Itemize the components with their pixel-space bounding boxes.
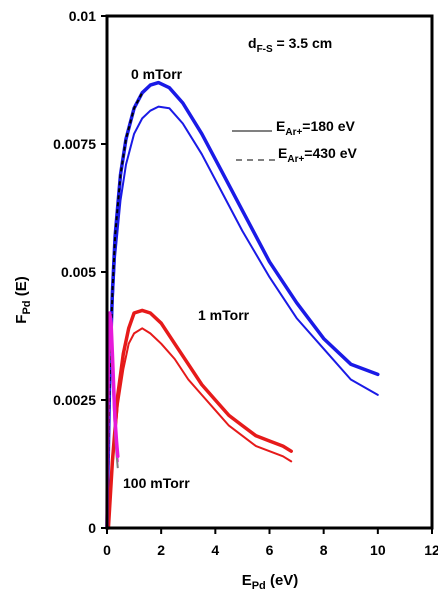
- x-tick-label: 4: [211, 542, 219, 558]
- x-axis-title: EPd (eV): [242, 572, 299, 592]
- y-tick-label: 0.005: [61, 264, 96, 280]
- x-tick-label: 10: [370, 542, 386, 558]
- legend-entry-180: EAr+=180 eV: [276, 118, 356, 138]
- y-axis-title: FPd (E): [13, 276, 33, 323]
- y-tick-label: 0.0025: [53, 392, 96, 408]
- label-0-mtorr: 0 mTorr: [131, 66, 183, 82]
- y-tick-label: 0.01: [69, 8, 96, 24]
- series-layer: [105, 80, 380, 530]
- x-tick-label: 8: [320, 542, 328, 558]
- x-tick-label: 6: [266, 542, 274, 558]
- series-line-pressure-1-430ev: [106, 308, 293, 530]
- series-line-pressure-100-430ev: [105, 311, 120, 530]
- distance-annotation: dF-S = 3.5 cm: [248, 35, 332, 55]
- legend-entry-430: EAr+=430 eV: [278, 145, 358, 165]
- ticks-layer: 0 2 4 6 8 10 12 0 0.0025 0.005 0.0075 0.01: [53, 8, 438, 558]
- y-tick-label: 0: [88, 520, 96, 536]
- y-tick-label: 0.0075: [53, 136, 96, 152]
- label-1-mtorr: 1 mTorr: [198, 307, 250, 323]
- series-line-pressure-1-180ev: [107, 327, 293, 529]
- series-dashed-overlay-430ev: [106, 92, 144, 529]
- x-tick-label: 0: [103, 542, 111, 558]
- legend: EAr+=180 eV EAr+=430 eV: [232, 118, 358, 165]
- x-tick-label: 2: [157, 542, 165, 558]
- label-100-mtorr: 100 mTorr: [123, 475, 190, 491]
- x-tick-label: 12: [424, 542, 438, 558]
